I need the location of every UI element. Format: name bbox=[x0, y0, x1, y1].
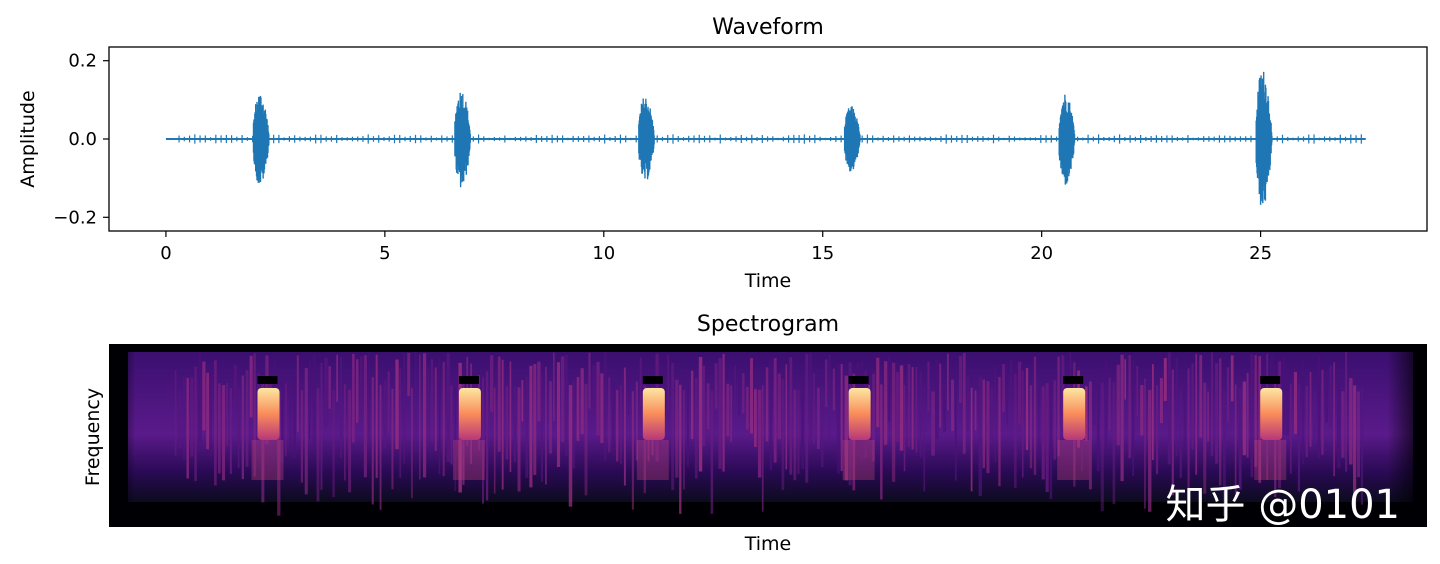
waveform-xtick-label: 20 bbox=[1030, 243, 1053, 264]
waveform-xtick-label: 15 bbox=[811, 243, 834, 264]
watermark-text: 知乎 @0101 bbox=[1165, 482, 1400, 528]
waveform-chart: Waveform 0 5 10 15 20 25 −0.2 0.0 0.2 Time Ampl… bbox=[17, 15, 1428, 292]
waveform-x-ticks: 0 5 10 15 20 25 bbox=[160, 231, 1272, 264]
waveform-y-ticks: −0.2 0.0 0.2 bbox=[53, 51, 109, 228]
waveform-xtick-label: 10 bbox=[592, 243, 615, 264]
waveform-xtick-label: 0 bbox=[160, 243, 171, 264]
waveform-ylabel: Amplitude bbox=[17, 90, 39, 187]
waveform-series bbox=[165, 71, 1366, 205]
waveform-ytick-label: −0.2 bbox=[53, 207, 97, 228]
spectrogram-title: Spectrogram bbox=[697, 312, 839, 337]
spectrogram-chart: Spectrogram 知乎 @0101 Time Frequency bbox=[82, 312, 1427, 555]
waveform-ytick-label: 0.0 bbox=[68, 129, 97, 150]
waveform-xtick-label: 25 bbox=[1249, 243, 1272, 264]
waveform-xtick-label: 5 bbox=[379, 243, 390, 264]
waveform-xlabel: Time bbox=[744, 270, 792, 292]
spectrogram-edge-fade bbox=[109, 344, 1427, 527]
waveform-title: Waveform bbox=[712, 15, 824, 40]
spectrogram-xlabel: Time bbox=[744, 533, 792, 555]
waveform-ytick-label: 0.2 bbox=[68, 51, 97, 72]
spectrogram-ylabel: Frequency bbox=[82, 388, 104, 486]
